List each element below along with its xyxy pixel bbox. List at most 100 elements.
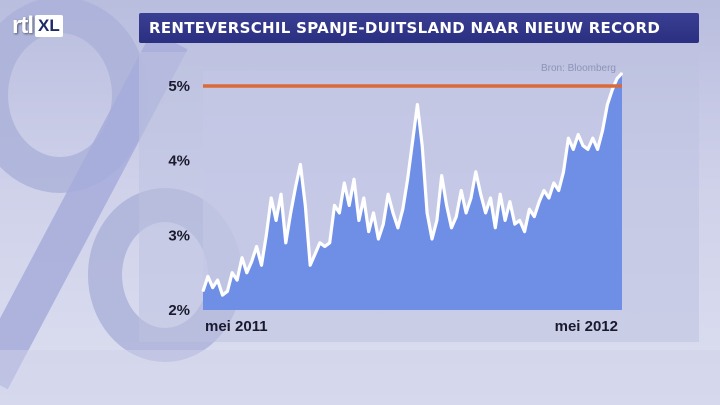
plot-area (201, 71, 624, 310)
y-tick-label: 4% (168, 153, 190, 170)
data-point (221, 294, 224, 296)
data-point (567, 137, 570, 139)
data-point (596, 148, 599, 151)
data-point (445, 204, 448, 207)
data-point (343, 182, 346, 184)
data-point (402, 208, 404, 210)
data-point (304, 204, 307, 207)
source-label: Bron: Bloomberg (541, 63, 616, 74)
data-point (460, 189, 463, 192)
data-point (231, 271, 233, 274)
data-point (479, 193, 482, 195)
data-point (543, 189, 545, 192)
data-point (211, 286, 214, 289)
data-point (328, 242, 331, 244)
data-point (207, 275, 209, 278)
y-tick-label: 2% (168, 302, 190, 319)
data-point (548, 197, 550, 199)
y-tick-label: 5% (168, 78, 190, 95)
data-point (616, 77, 618, 80)
data-point (353, 178, 355, 181)
data-point (280, 193, 282, 195)
data-point (333, 204, 336, 207)
data-point (392, 212, 394, 214)
data-point (426, 212, 428, 214)
data-point (621, 72, 623, 74)
data-point (241, 256, 243, 259)
data-point (338, 212, 341, 214)
data-point (611, 88, 614, 91)
data-point (416, 103, 419, 106)
logo-box: XL (35, 15, 63, 37)
data-point (387, 193, 389, 195)
data-point (528, 208, 531, 210)
data-point (436, 219, 438, 222)
data-point (358, 219, 360, 222)
data-point (465, 212, 467, 214)
data-point (450, 227, 453, 229)
data-point (421, 144, 424, 147)
y-tick-label: 3% (168, 227, 190, 244)
data-point (202, 290, 204, 293)
data-point (557, 189, 560, 192)
data-point (226, 290, 229, 293)
data-point (270, 197, 273, 199)
data-point (299, 163, 302, 166)
data-point (523, 230, 526, 233)
data-point (538, 200, 540, 203)
x-tick-label: mei 2011 (205, 318, 268, 335)
data-point (285, 242, 287, 244)
data-point (553, 182, 555, 184)
logo-text: rtl (12, 12, 34, 39)
data-point (411, 141, 414, 143)
data-point (260, 264, 263, 267)
data-point (499, 193, 502, 195)
data-point (377, 238, 380, 240)
data-point (246, 271, 248, 274)
x-tick-label: mei 2012 (555, 318, 618, 335)
data-point (514, 223, 516, 225)
title-bar: RENTEVERSCHIL SPANJE-DUITSLAND NAAR NIEU… (139, 13, 699, 43)
data-point (533, 215, 536, 218)
x-axis: mei 2011 mei 2012 (205, 318, 618, 335)
data-point (562, 171, 565, 173)
data-point (489, 197, 492, 199)
data-point (587, 148, 589, 151)
data-point (455, 215, 458, 218)
data-point (518, 219, 521, 222)
data-point (294, 186, 297, 188)
data-point (406, 178, 409, 181)
data-point (397, 227, 399, 229)
data-point (275, 219, 277, 222)
data-point (601, 129, 604, 132)
data-point (606, 103, 609, 106)
y-axis: 2% 3% 4% 5% (168, 78, 190, 319)
data-point (431, 238, 433, 240)
data-point (236, 279, 238, 281)
data-point (324, 245, 326, 248)
data-point (582, 144, 584, 147)
rtlz-logo: rtl XL (12, 9, 63, 43)
data-point (319, 242, 321, 244)
data-point (577, 133, 579, 136)
data-point (372, 212, 375, 214)
data-point (309, 264, 312, 267)
data-point (382, 223, 385, 225)
data-point (484, 212, 487, 214)
data-point (363, 197, 365, 199)
data-point (509, 200, 511, 203)
data-point (504, 219, 506, 222)
data-point (494, 227, 497, 229)
data-point (314, 253, 316, 255)
data-point (592, 137, 594, 139)
data-point (250, 260, 253, 263)
data-point (572, 148, 575, 151)
data-point (255, 245, 258, 248)
data-point (475, 171, 477, 173)
data-point (470, 197, 472, 199)
data-point (289, 212, 292, 214)
data-point (216, 279, 219, 281)
data-point (348, 204, 351, 207)
data-point (265, 234, 268, 237)
